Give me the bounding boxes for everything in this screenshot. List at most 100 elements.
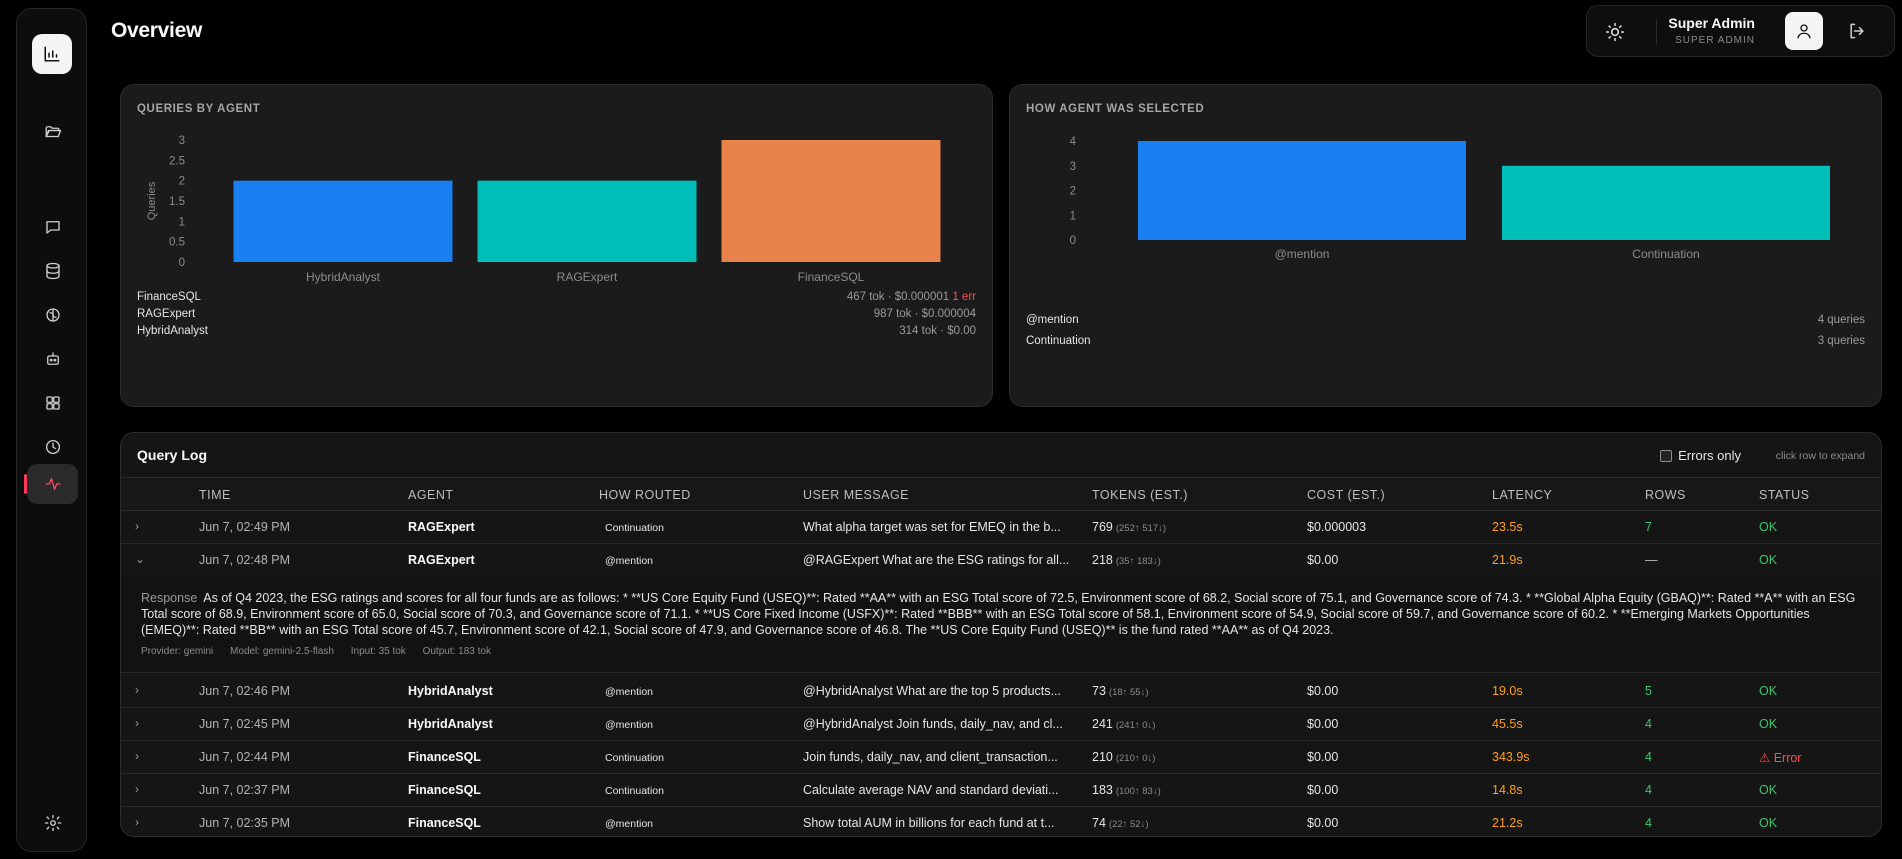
user-role: SUPER ADMIN	[1675, 35, 1755, 46]
database-icon[interactable]	[27, 251, 78, 291]
chat-icon[interactable]	[27, 207, 78, 247]
row-agent: RAGExpert	[408, 520, 475, 534]
user-panel: Super Admin SUPER ADMIN	[1586, 5, 1895, 57]
col-how-routed[interactable]: HOW ROUTED	[599, 488, 691, 502]
table-header: TIME AGENT HOW ROUTED USER MESSAGE TOKEN…	[121, 477, 1881, 511]
row-status: ⚠ Error	[1759, 750, 1801, 765]
response-text: Response As of Q4 2023, the ESG ratings a…	[141, 590, 1861, 638]
y-tick-label: 2	[1070, 186, 1076, 198]
table-row[interactable]: › Jun 7, 02:35 PM FinanceSQL @mention Show t…	[121, 807, 1881, 836]
table-row[interactable]: › Jun 7, 02:45 PM HybridAnalyst @mention @Hy…	[121, 708, 1881, 741]
folder-open-icon[interactable]	[27, 112, 78, 152]
row-message: What alpha target was set for EMEQ in th…	[803, 520, 1061, 534]
table-row[interactable]: › Jun 7, 02:44 PM FinanceSQL Continuation Jo…	[121, 741, 1881, 774]
output-tokens: Output: 183 tok	[422, 646, 491, 657]
dashboard-icon[interactable]	[27, 383, 78, 423]
bar-mention	[1138, 141, 1466, 240]
expand-chevron-icon[interactable]: ›	[135, 519, 139, 533]
row-agent: HybridAnalyst	[408, 717, 493, 731]
row-routed: Continuation	[605, 522, 664, 534]
errors-only-toggle[interactable]: Errors only	[1660, 448, 1741, 463]
col-agent[interactable]: AGENT	[408, 488, 454, 502]
how-agent-selected-chart: 0 1 2 3 4 @mention Continuation	[1070, 136, 1830, 261]
expand-chevron-icon[interactable]: ⌄	[135, 552, 146, 566]
expand-chevron-icon[interactable]: ›	[135, 749, 139, 763]
row-time: Jun 7, 02:44 PM	[199, 750, 291, 764]
row-latency: 45.5s	[1492, 717, 1523, 731]
row-time: Jun 7, 02:49 PM	[199, 520, 291, 534]
status-text: Error	[1773, 751, 1802, 765]
bar-chart-icon[interactable]	[32, 34, 72, 74]
row-rows: —	[1645, 553, 1658, 567]
y-tick-label: 3	[179, 135, 185, 147]
tokens-total: 218	[1092, 553, 1113, 567]
activity-icon[interactable]	[24, 464, 78, 504]
bot-icon[interactable]	[27, 339, 78, 379]
row-tokens: 210 (210↑ 0↓)	[1092, 750, 1155, 764]
warning-icon: ⚠	[1759, 751, 1774, 765]
legend-cost: 467 tok · $0.000001	[846, 291, 950, 303]
row-message: Join funds, daily_nav, and client_transa…	[803, 750, 1058, 764]
clock-icon[interactable]	[27, 427, 78, 467]
expand-chevron-icon[interactable]: ›	[135, 782, 139, 796]
errors-only-checkbox[interactable]	[1660, 449, 1673, 462]
table-row[interactable]: › Jun 7, 02:49 PM RAGExpert Continuation Wha…	[121, 511, 1881, 544]
response-label: Response	[141, 591, 198, 605]
expand-chevron-icon[interactable]: ›	[135, 716, 139, 730]
row-rows: 4	[1645, 783, 1652, 797]
col-cost[interactable]: COST (EST.)	[1307, 488, 1386, 502]
col-latency[interactable]: LATENCY	[1492, 488, 1553, 502]
row-cost: $0.00	[1307, 684, 1339, 698]
legend-meta: 467 tok · $0.000001 1 err	[847, 291, 976, 303]
table-row[interactable]: › Jun 7, 02:46 PM HybridAnalyst @mention @Hy…	[121, 675, 1881, 708]
table-row[interactable]: ⌄ Jun 7, 02:48 PM RAGExpert @mention @RAGExp…	[121, 544, 1881, 577]
col-tokens[interactable]: TOKENS (EST.)	[1092, 488, 1188, 502]
col-rows[interactable]: ROWS	[1645, 488, 1686, 502]
legend-name: Continuation	[1026, 335, 1091, 347]
row-cost: $0.00	[1307, 750, 1339, 764]
row-tokens: 183 (100↑ 83↓)	[1092, 783, 1161, 797]
status-text: OK	[1759, 717, 1778, 731]
y-tick-label: 2.5	[169, 155, 185, 167]
row-tokens: 73 (18↑ 55↓)	[1092, 684, 1149, 698]
expand-chevron-icon[interactable]: ›	[135, 815, 139, 829]
x-tick-label: RAGExpert	[557, 270, 618, 284]
tokens-breakdown: (35↑ 183↓)	[1115, 556, 1161, 567]
tokens-breakdown: (100↑ 83↓)	[1115, 786, 1161, 797]
brain-icon[interactable]	[27, 295, 78, 335]
legend-item: RAGExpert 987 tok · $0.000004	[137, 308, 976, 324]
y-tick-label: 2	[179, 176, 185, 188]
row-time: Jun 7, 02:45 PM	[199, 717, 291, 731]
sun-icon[interactable]	[1605, 22, 1625, 42]
row-time: Jun 7, 02:37 PM	[199, 783, 291, 797]
tokens-total: 769	[1092, 520, 1113, 534]
provider: Provider: gemini	[141, 646, 214, 657]
user-icon	[1797, 24, 1811, 39]
model: Model: gemini-2.5-flash	[230, 646, 334, 657]
row-agent: FinanceSQL	[408, 750, 481, 764]
tokens-total: 74	[1092, 816, 1106, 830]
col-time[interactable]: TIME	[199, 488, 231, 502]
how-agent-selected-card: HOW AGENT WAS SELECTED 0 1 2 3 4 @mention Cont…	[1009, 84, 1882, 407]
row-agent: FinanceSQL	[408, 783, 481, 797]
y-tick-label: 3	[1070, 161, 1076, 173]
row-latency: 343.9s	[1492, 750, 1530, 764]
row-routed: @mention	[605, 686, 654, 698]
legend-error: 1 err	[952, 291, 976, 303]
status-text: OK	[1759, 816, 1778, 830]
col-user-message[interactable]: USER MESSAGE	[803, 488, 910, 502]
logout-icon[interactable]	[1847, 21, 1869, 43]
row-rows: 7	[1645, 520, 1652, 534]
settings-icon[interactable]	[27, 803, 78, 843]
col-status[interactable]: STATUS	[1759, 488, 1810, 502]
table-row[interactable]: › Jun 7, 02:37 PM FinanceSQL Continuation Ca…	[121, 774, 1881, 807]
legend-meta: 987 tok · $0.000004	[874, 308, 976, 320]
row-routed: Continuation	[605, 785, 664, 797]
tokens-breakdown: (252↑ 517↓)	[1115, 523, 1167, 534]
x-tick-label: HybridAnalyst	[306, 270, 381, 284]
user-name: Super Admin	[1668, 15, 1755, 31]
row-routed: Continuation	[605, 752, 664, 764]
avatar[interactable]	[1785, 12, 1823, 50]
expand-chevron-icon[interactable]: ›	[135, 683, 139, 697]
y-tick-label: 0.5	[169, 237, 185, 249]
